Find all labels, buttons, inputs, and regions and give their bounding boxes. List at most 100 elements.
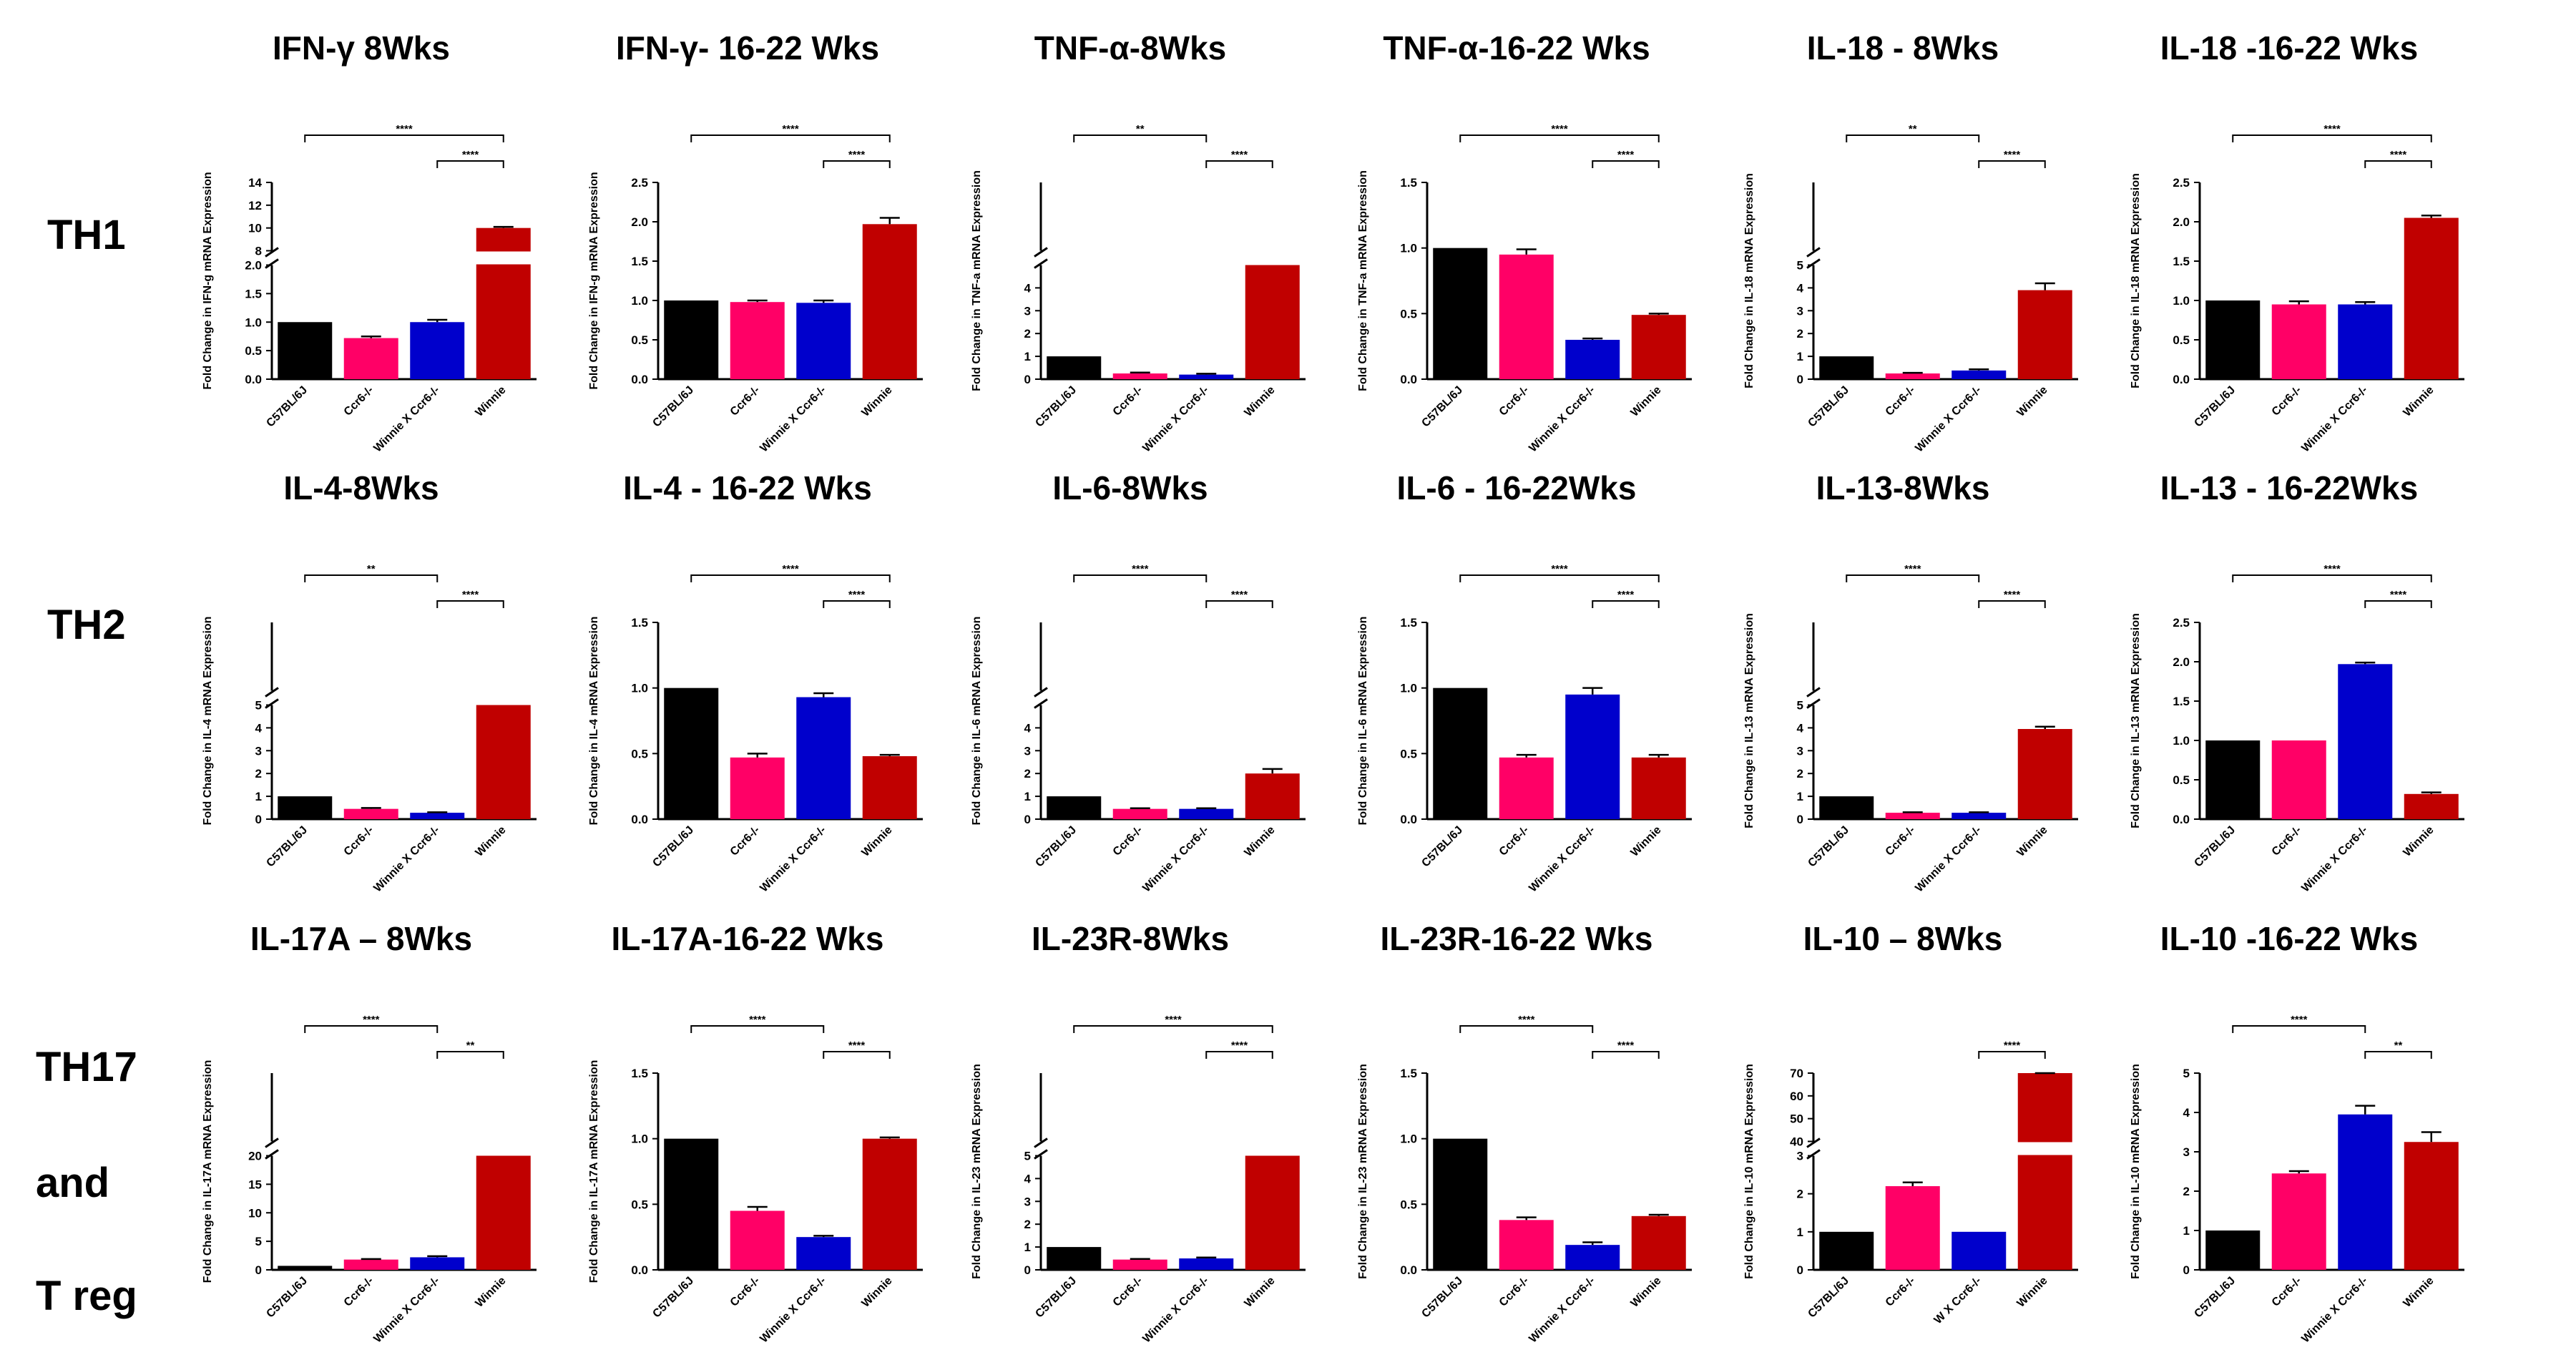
bar: [1951, 1231, 2007, 1270]
bar: [343, 338, 398, 379]
significance-label: ****: [1132, 563, 1149, 575]
bar: [1047, 356, 1102, 379]
y-tick-label: 1.5: [1400, 1067, 1417, 1080]
bar: [2404, 793, 2459, 819]
axis-break-mark: [265, 1137, 279, 1148]
y-tick-label: 0.5: [1400, 747, 1417, 760]
bar: [1885, 813, 1940, 819]
x-tick-label: C57BL/6J: [650, 824, 696, 870]
y-tick-label: 4: [1024, 1172, 1032, 1185]
x-tick-label: Winnie: [2015, 384, 2050, 419]
y-tick-label: 0.5: [631, 747, 648, 760]
y-tick-label: 1.5: [631, 1067, 648, 1080]
y-tick-label: 2.0: [631, 215, 648, 229]
significance-label: **: [1909, 123, 1917, 135]
chart-title: IL-4 - 16-22 Wks: [623, 469, 872, 507]
chart-title: IL-6 - 16-22Wks: [1396, 469, 1637, 507]
chart: 0 5 10 15 20 Fold Change in IL-17A mRNA Expre…: [202, 1014, 537, 1346]
y-axis-label: Fold Change in IL-17A mRNA Expression: [202, 1060, 214, 1283]
y-tick-label: 2.5: [631, 176, 648, 190]
bar: [796, 697, 851, 819]
axis-break-mark: [265, 698, 279, 709]
significance-bracket: [1978, 1051, 2046, 1059]
significance-bracket: [436, 160, 504, 168]
y-tick-label: 1.0: [631, 682, 648, 695]
significance-label: ****: [1617, 589, 1635, 601]
significance-bracket: [436, 1051, 504, 1059]
x-tick-label: Ccr6-/-: [1111, 824, 1145, 858]
x-tick-label: C57BL/6J: [1033, 1275, 1079, 1321]
significance-label: ****: [2390, 149, 2407, 161]
chart: 0.0 0.5 1.0 1.5 Fold Change in TNF-a mRNA Ex…: [1357, 123, 1692, 454]
bar: [1631, 757, 1686, 819]
chart: 0 1 2 3 4 5 Fold Change in IL-10 mRNA Expressi…: [2130, 1014, 2464, 1346]
y-tick-label: 0: [255, 1263, 262, 1277]
x-tick-label: C57BL/6J: [650, 384, 696, 430]
row-label-th1: TH1: [47, 212, 126, 258]
x-tick-label: C57BL/6J: [264, 384, 310, 430]
x-tick-label: Winnie: [1629, 824, 1664, 859]
significance-label: ****: [1231, 149, 1248, 161]
y-tick-label: 0: [1797, 813, 1803, 826]
significance-bracket: [1592, 1051, 1660, 1059]
bar: [2404, 1142, 2459, 1270]
significance-bracket: [1846, 574, 1980, 582]
chart: 0 1 2 3 4 5 Fold Change in IL-23 mRNA Expressi…: [971, 1014, 1306, 1345]
x-tick-label: Ccr6-/-: [728, 1275, 763, 1309]
y-tick-label: 0.5: [245, 344, 262, 358]
bar: [476, 705, 531, 819]
significance-label: ****: [2004, 1039, 2021, 1052]
y-tick-label: 3: [2183, 1145, 2190, 1159]
x-tick-label: Winnie X Ccr6-/-: [371, 1275, 442, 1346]
y-tick-label: 1: [1797, 790, 1803, 803]
y-axis-label: Fold Change in IL-23 mRNA Expression: [971, 1064, 983, 1279]
chart-title: IL-17A – 8Wks: [250, 920, 473, 957]
x-tick-label: Ccr6-/-: [342, 384, 376, 419]
x-tick-label: Winnie: [474, 1275, 509, 1310]
bar: [664, 1138, 719, 1270]
significance-label: ****: [2390, 589, 2407, 601]
significance-bracket: [1205, 600, 1273, 608]
chart: 0 1 2 3 4 Fold Change in IL-6 mRNA Expression…: [971, 563, 1306, 894]
y-tick-label: 1.5: [1400, 616, 1417, 630]
y-tick-label: 0: [2183, 1263, 2190, 1277]
y-axis-label: Fold Change in IL-6 mRNA Expression: [1357, 617, 1369, 826]
significance-label: ****: [848, 589, 866, 601]
y-tick-label: 0.0: [631, 1263, 648, 1277]
y-tick-label: 4: [1024, 721, 1032, 735]
significance-bracket: [304, 1025, 439, 1033]
x-tick-label: Winnie: [474, 384, 509, 419]
y-tick-label: 1: [1024, 350, 1031, 363]
y-tick-label: 0.5: [1400, 307, 1417, 321]
bar: [2271, 1173, 2326, 1270]
significance-bracket: [2364, 160, 2432, 168]
significance-bracket: [1592, 160, 1660, 168]
chart-title: IL-23R-8Wks: [1031, 920, 1230, 957]
bar: [796, 303, 851, 379]
x-tick-label: C57BL/6J: [1419, 1275, 1465, 1321]
x-tick-label: Ccr6-/-: [1497, 384, 1532, 419]
y-axis-label: Fold Change in IL-23 mRNA Expression: [1357, 1064, 1369, 1279]
x-tick-label: Winnie X Ccr6-/-: [758, 1275, 828, 1346]
y-tick-label: 1.0: [245, 315, 262, 329]
bar: [1951, 370, 2007, 379]
significance-label: ****: [2004, 149, 2021, 161]
y-tick-label: 1: [1024, 1241, 1031, 1254]
y-tick-label: 2: [1797, 327, 1803, 341]
x-tick-label: Winnie X Ccr6-/-: [1913, 824, 1984, 895]
x-tick-label: Winnie X Ccr6-/-: [2299, 824, 2370, 895]
significance-bracket: [1846, 134, 1980, 142]
significance-bracket: [823, 1051, 891, 1059]
y-tick-label: 2.0: [245, 259, 262, 273]
axis-break-mark: [1806, 247, 1821, 258]
y-tick-label: 1: [1797, 1225, 1803, 1239]
x-tick-label: Winnie X Ccr6-/-: [2299, 1275, 2370, 1346]
y-tick-label: 70: [1790, 1067, 1803, 1080]
bar: [1565, 340, 1620, 379]
x-tick-label: C57BL/6J: [1419, 824, 1465, 870]
y-tick-label: 5: [1797, 259, 1803, 273]
y-tick-label: 10: [248, 222, 262, 235]
x-tick-label: C57BL/6J: [1033, 384, 1079, 430]
bar: [664, 688, 719, 819]
significance-label: ****: [1231, 1039, 1248, 1052]
